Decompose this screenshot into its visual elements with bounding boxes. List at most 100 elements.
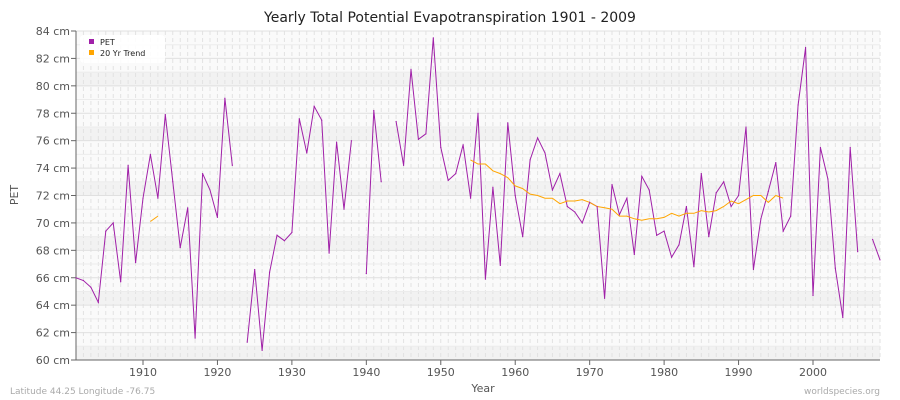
legend-label-trend: 20 Yr Trend [100, 49, 145, 58]
pet-point [574, 211, 576, 213]
legend-swatch-trend [89, 50, 94, 55]
pet-point [767, 190, 769, 192]
y-tick-label: 80 cm [36, 80, 70, 93]
pet-point [723, 181, 725, 183]
pet-point [455, 172, 457, 175]
pet-point [112, 222, 114, 224]
pet-point [298, 118, 300, 120]
pet-point [492, 186, 494, 188]
pet-point [775, 162, 777, 164]
pet-point [603, 297, 606, 299]
y-tick-label: 72 cm [36, 190, 70, 203]
pet-point [797, 104, 799, 106]
pet-point [812, 294, 814, 297]
pet-point [544, 152, 546, 154]
y-tick-label: 64 cm [36, 299, 70, 312]
trend-line [470, 159, 784, 221]
pet-point [648, 189, 650, 191]
x-tick-label: 1910 [129, 366, 157, 379]
y-tick-label: 76 cm [36, 135, 70, 148]
pet-point [536, 137, 539, 139]
pet-point [715, 192, 717, 194]
pet-point [618, 214, 621, 216]
pet-point [231, 164, 233, 166]
x-tick-label: 2000 [799, 366, 827, 379]
x-tick-label: 1940 [352, 366, 380, 379]
pet-point [685, 205, 688, 208]
chart-title: Yearly Total Potential Evapotranspiratio… [263, 10, 636, 26]
pet-point [745, 126, 747, 128]
pet-point [365, 273, 367, 275]
x-tick-label: 1960 [501, 366, 529, 379]
y-tick-label: 84 cm [36, 25, 70, 38]
y-tick-label: 78 cm [36, 107, 70, 120]
y-tick-label: 60 cm [36, 354, 70, 367]
pet-point [790, 215, 792, 217]
pet-point [201, 172, 204, 175]
pet-point [335, 141, 338, 143]
pet-point [97, 301, 99, 304]
pet-point [693, 266, 695, 268]
pet-point [700, 172, 702, 175]
pet-point [484, 278, 487, 280]
pet-point [224, 97, 226, 99]
y-tick-label: 82 cm [36, 52, 70, 65]
pet-point [321, 119, 323, 121]
pet-point [373, 109, 375, 112]
pet-point [819, 146, 822, 149]
pet-point [522, 236, 524, 238]
pet-point [842, 316, 844, 319]
pet-point [656, 234, 658, 236]
x-tick-label: 1920 [203, 366, 231, 379]
pet-point [782, 230, 784, 232]
pet-point [611, 183, 613, 186]
pet-point [172, 181, 174, 183]
pet-point [879, 259, 881, 261]
pet-point [291, 231, 293, 234]
pet-point [328, 252, 330, 254]
pet-point [827, 178, 829, 180]
pet-point [737, 194, 740, 197]
y-tick-label: 74 cm [36, 162, 70, 175]
pet-point [849, 146, 851, 149]
pet-point [857, 251, 859, 253]
pet-point [596, 205, 598, 208]
pet-point [261, 349, 263, 352]
pet-point [410, 68, 412, 70]
pet-point [149, 153, 152, 155]
pet-point [209, 189, 211, 191]
pet-point [678, 244, 680, 246]
pet-point [216, 216, 219, 219]
legend-swatch-pet [89, 39, 94, 44]
pet-point [343, 208, 345, 210]
pet-point [246, 341, 248, 343]
pet-point [142, 197, 144, 199]
x-tick-label: 1980 [650, 366, 678, 379]
pet-point [157, 197, 159, 199]
footer-coordinates: Latitude 44.25 Longitude -76.75 [10, 387, 155, 397]
pet-point [529, 159, 531, 161]
pet-point [164, 114, 166, 116]
pet-point [589, 201, 591, 203]
pet-point [134, 262, 137, 264]
pet-point [268, 271, 271, 273]
pet-point [254, 268, 256, 271]
pet-point [626, 197, 628, 199]
pet-point [179, 246, 181, 249]
x-axis-label: Year [470, 382, 495, 395]
pet-point [120, 281, 122, 283]
pet-point [313, 105, 315, 107]
pet-point [760, 218, 762, 220]
pet-point [127, 164, 129, 166]
y-tick-label: 70 cm [36, 217, 70, 230]
pet-point [469, 197, 472, 199]
legend-label-pet: PET [100, 38, 115, 47]
pet-point [462, 144, 464, 146]
pet-point [566, 205, 568, 208]
pet-point [507, 122, 509, 124]
pet-point [90, 286, 92, 288]
pet-point [752, 268, 755, 271]
pet-point [477, 112, 479, 114]
